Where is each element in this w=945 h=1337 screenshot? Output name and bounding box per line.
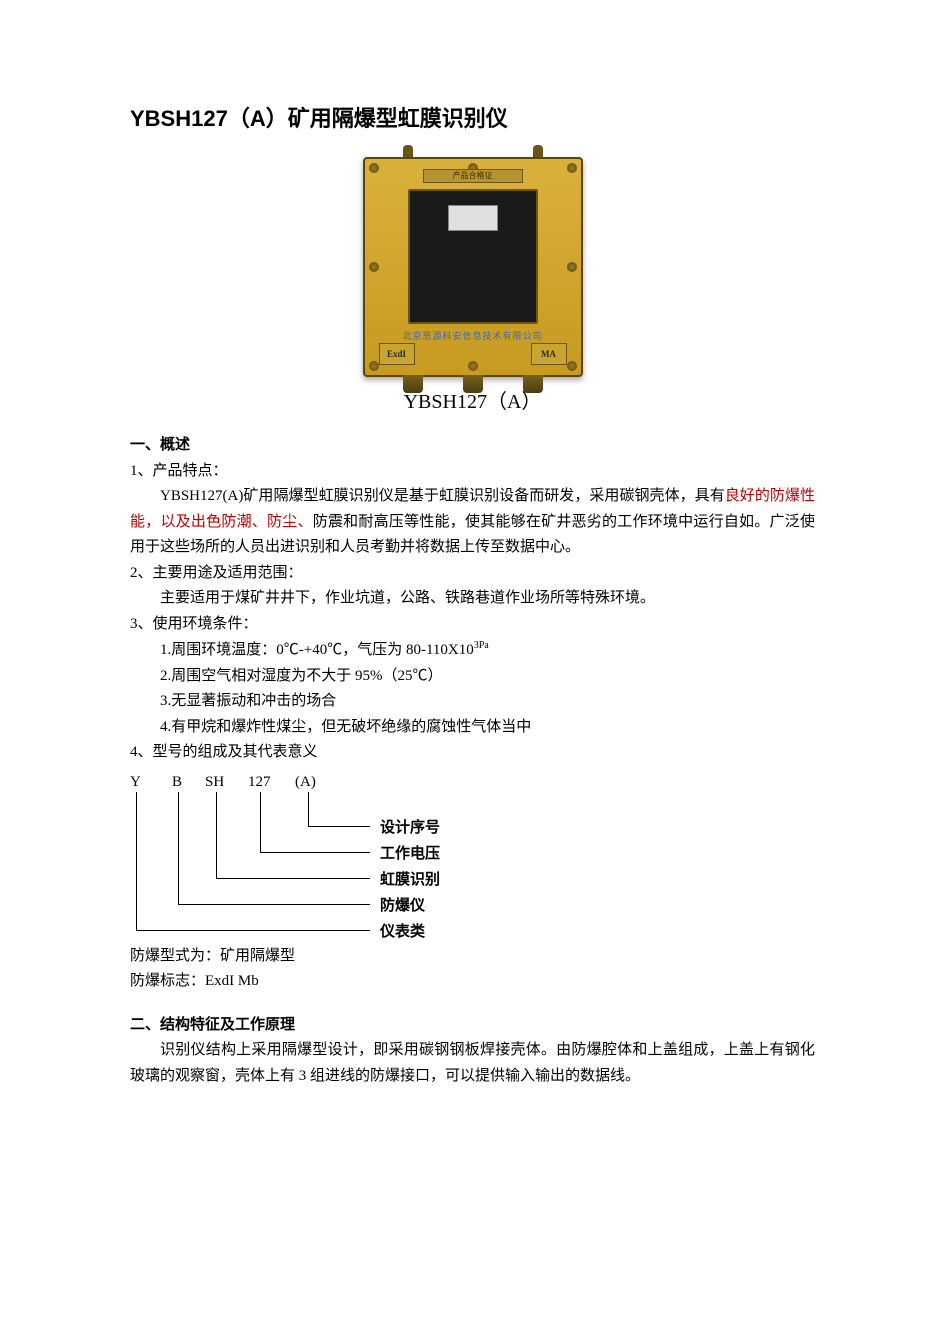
device-badge-ma: MA bbox=[531, 343, 567, 365]
device-window bbox=[408, 189, 538, 324]
item2-text: 主要适用于煤矿井井下，作业坑道，公路、铁路巷道作业场所等特殊环境。 bbox=[130, 586, 815, 612]
item2-label: 2、主要用途及适用范围： bbox=[130, 561, 815, 587]
model-label-4: 防爆仪 bbox=[380, 894, 425, 920]
model-letter-a: (A) bbox=[295, 770, 316, 796]
device-connector-3 bbox=[523, 375, 543, 393]
device-top-label: 产品合格证 bbox=[423, 169, 523, 183]
item3-3: 3.无显著振动和冲击的场合 bbox=[130, 689, 815, 715]
device-badge-exdi: ExdI bbox=[379, 343, 415, 365]
page-title: YBSH127（A）矿用隔爆型虹膜识别仪 bbox=[130, 100, 815, 137]
item3-1-pre: 1.周围环境温度：0℃-+40℃，气压为 80-110X10 bbox=[160, 642, 474, 658]
model-label-5: 仪表类 bbox=[380, 920, 425, 946]
model-diagram: Y B SH 127 (A) 设计序号 工作电压 虹膜识别 防爆仪 仪表类 bbox=[130, 770, 570, 940]
model-letter-sh: SH bbox=[205, 770, 224, 796]
item3-label: 3、使用环境条件： bbox=[130, 612, 815, 638]
device-figure: 产品合格证 北京思源科安信息技术有限公司 ExdI MA bbox=[130, 157, 815, 377]
item4-label: 4、型号的组成及其代表意义 bbox=[130, 740, 815, 766]
item1-red2: 以及出色防潮、防尘、 bbox=[160, 514, 312, 530]
device-brand-text: 北京思源科安信息技术有限公司 bbox=[383, 329, 563, 344]
device-connector-1 bbox=[403, 375, 423, 393]
model-label-2: 工作电压 bbox=[380, 842, 440, 868]
model-note-1: 防爆型式为：矿用隔爆型 bbox=[130, 944, 815, 970]
model-note-2: 防爆标志：ExdI Mb bbox=[130, 969, 815, 995]
device-connector-2 bbox=[463, 375, 483, 393]
item3-2: 2.周围空气相对湿度为不大于 95%（25℃） bbox=[130, 664, 815, 690]
model-letter-b: B bbox=[172, 770, 182, 796]
item1-label: 1、产品特点： bbox=[130, 459, 815, 485]
device-screen bbox=[448, 205, 498, 231]
section2-heading: 二、结构特征及工作原理 bbox=[130, 1013, 815, 1039]
section2-para: 识别仪结构上采用隔爆型设计，即采用碳钢钢板焊接壳体。由防爆腔体和上盖组成，上盖上… bbox=[130, 1038, 815, 1089]
item3-4: 4.有甲烷和爆炸性煤尘，但无破坏绝缘的腐蚀性气体当中 bbox=[130, 715, 815, 741]
item1-part1: YBSH127(A)矿用隔爆型虹膜识别仪是基于虹膜识别设备而研发，采用碳钢壳体，… bbox=[160, 488, 725, 504]
item1-text: YBSH127(A)矿用隔爆型虹膜识别仪是基于虹膜识别设备而研发，采用碳钢壳体，… bbox=[130, 484, 815, 561]
model-label-3: 虹膜识别 bbox=[380, 868, 440, 894]
model-label-1: 设计序号 bbox=[380, 816, 440, 842]
item3-1-sup: 3Pa bbox=[474, 640, 489, 651]
device-body: 产品合格证 北京思源科安信息技术有限公司 ExdI MA bbox=[363, 157, 583, 377]
item3-1: 1.周围环境温度：0℃-+40℃，气压为 80-110X103Pa bbox=[130, 637, 815, 664]
section1-heading: 一、概述 bbox=[130, 433, 815, 459]
device-illustration: 产品合格证 北京思源科安信息技术有限公司 ExdI MA bbox=[363, 157, 583, 377]
